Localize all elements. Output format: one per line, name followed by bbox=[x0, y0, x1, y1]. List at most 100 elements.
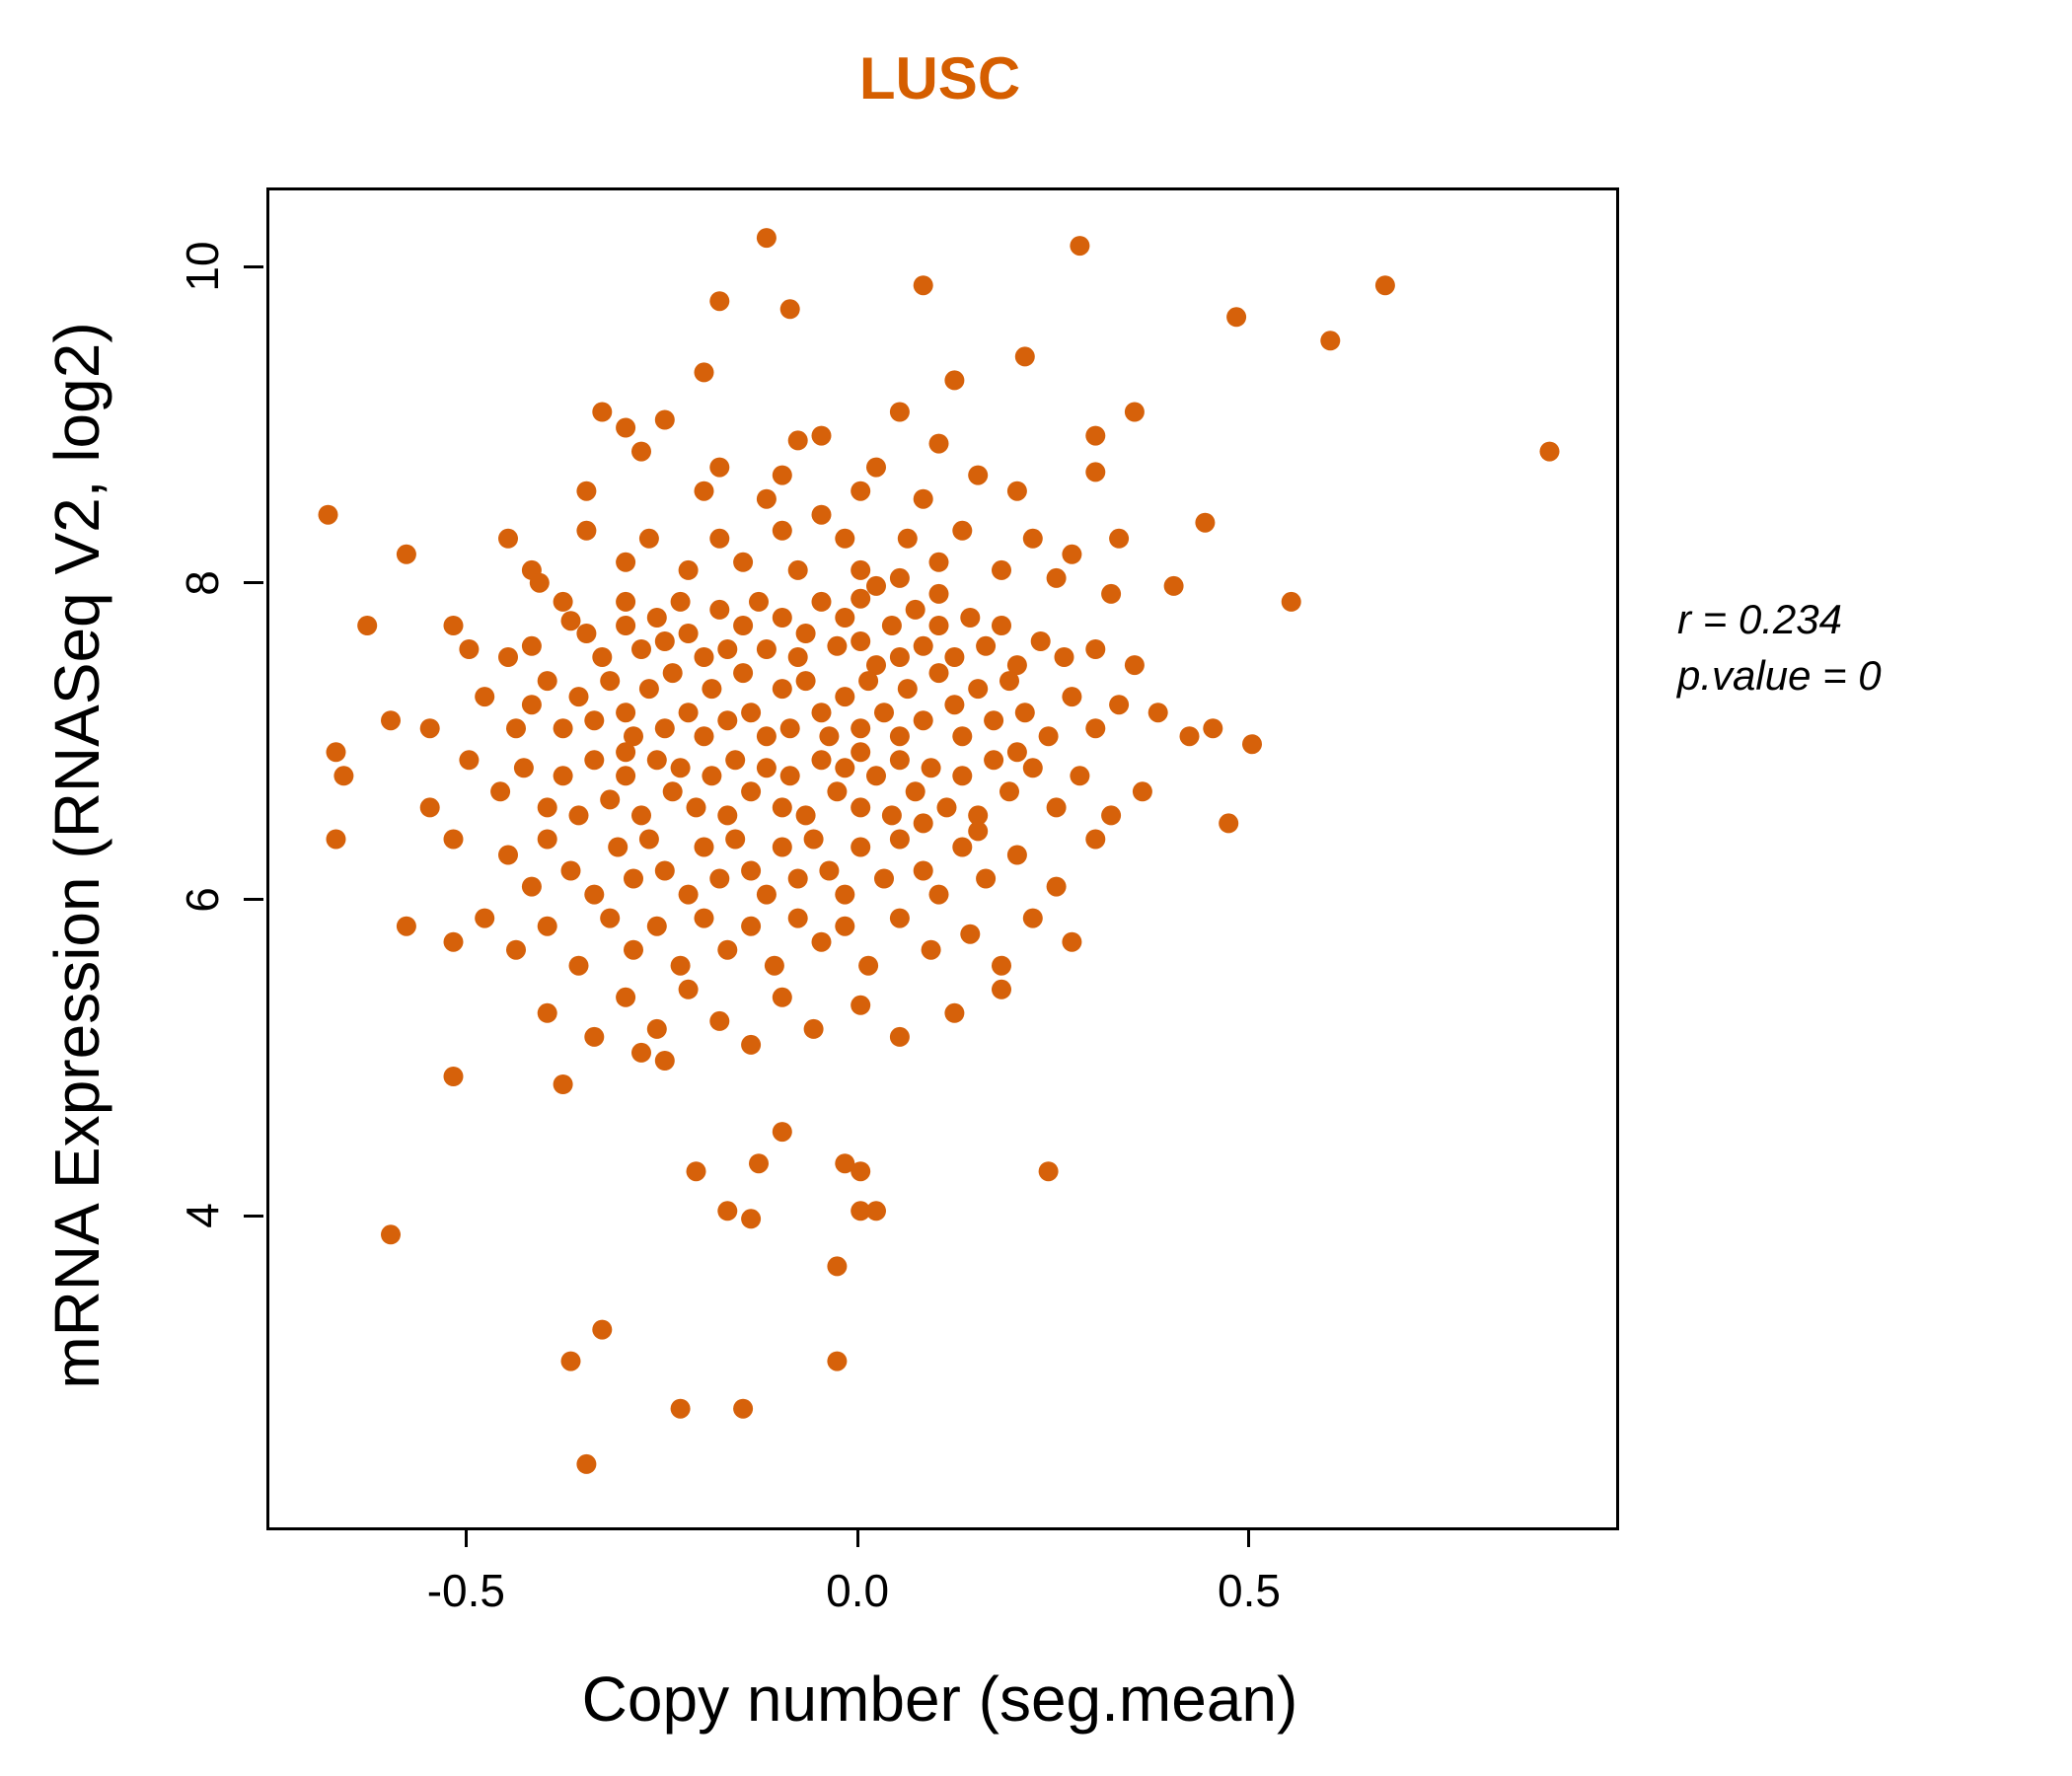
scatter-point bbox=[616, 766, 636, 786]
scatter-point bbox=[521, 635, 542, 656]
scatter-point bbox=[819, 860, 840, 881]
scatter-point bbox=[1203, 718, 1223, 739]
scatter-point bbox=[1124, 655, 1145, 676]
scatter-point bbox=[928, 616, 949, 635]
scatter-point bbox=[568, 955, 589, 976]
scatter-point bbox=[717, 805, 738, 826]
scatter-point bbox=[881, 616, 902, 635]
scatter-point bbox=[889, 829, 910, 850]
scatter-point bbox=[936, 797, 957, 818]
scatter-point bbox=[851, 588, 871, 609]
scatter-point bbox=[835, 758, 855, 778]
scatter-point bbox=[866, 766, 886, 786]
scatter-point bbox=[584, 710, 605, 731]
scatter-point bbox=[709, 599, 730, 620]
scatter-point bbox=[600, 908, 621, 928]
scatter-point bbox=[992, 559, 1011, 580]
scatter-point bbox=[608, 837, 629, 857]
scatter-point bbox=[787, 868, 808, 889]
y-axis-tick-label: 8 bbox=[177, 570, 228, 596]
scatter-point bbox=[835, 1153, 855, 1174]
scatter-point bbox=[318, 504, 338, 525]
scatter-point bbox=[928, 663, 949, 684]
scatter-point bbox=[984, 710, 1004, 731]
scatter-point bbox=[795, 805, 816, 826]
scatter-point bbox=[811, 750, 832, 771]
scatter-point bbox=[741, 1034, 762, 1055]
scatter-point bbox=[709, 291, 730, 312]
scatter-point bbox=[616, 742, 636, 763]
scatter-point bbox=[811, 703, 832, 723]
scatter-point bbox=[600, 671, 621, 692]
scatter-point bbox=[999, 781, 1019, 802]
scatter-point bbox=[576, 1453, 597, 1474]
scatter-point bbox=[662, 781, 683, 802]
scatter-point bbox=[756, 488, 777, 509]
scatter-point bbox=[584, 1026, 605, 1047]
scatter-point bbox=[881, 805, 902, 826]
scatter-point bbox=[333, 766, 354, 786]
scatter-point bbox=[851, 1201, 871, 1221]
scatter-point bbox=[717, 639, 738, 659]
scatter-point bbox=[670, 758, 691, 778]
scatter-point bbox=[772, 837, 792, 857]
scatter-point bbox=[678, 624, 699, 643]
scatter-point bbox=[1006, 845, 1027, 865]
scatter-point bbox=[772, 679, 792, 700]
scatter-point bbox=[646, 1018, 667, 1039]
scatter-point bbox=[624, 939, 643, 960]
scatter-point bbox=[616, 987, 636, 1007]
scatter-point bbox=[1320, 331, 1341, 351]
scatter-point bbox=[1062, 544, 1082, 564]
scatter-point bbox=[772, 608, 792, 628]
scatter-point bbox=[944, 1002, 965, 1023]
scatter-point bbox=[1085, 462, 1106, 482]
scatter-point bbox=[702, 766, 722, 786]
scatter-point bbox=[1006, 742, 1027, 763]
scatter-point bbox=[733, 616, 754, 635]
chart-title: LUSC bbox=[858, 45, 1021, 111]
scatter-point bbox=[733, 663, 754, 684]
scatter-point bbox=[968, 465, 989, 485]
scatter-point bbox=[678, 979, 699, 999]
scatter-point bbox=[631, 639, 651, 659]
scatter-point bbox=[984, 750, 1004, 771]
scatter-point bbox=[1046, 876, 1067, 897]
scatter-point bbox=[897, 679, 918, 700]
scatter-point bbox=[851, 718, 871, 739]
scatter-point bbox=[756, 726, 777, 747]
scatter-point bbox=[858, 671, 879, 692]
scatter-point bbox=[968, 679, 989, 700]
scatter-point bbox=[616, 703, 636, 723]
scatter-point bbox=[506, 718, 526, 739]
scatter-point bbox=[638, 528, 659, 549]
scatter-point bbox=[560, 611, 581, 631]
y-axis-tick bbox=[244, 898, 263, 902]
scatter-point bbox=[326, 742, 346, 763]
scatter-point bbox=[1374, 275, 1395, 296]
scatter-point bbox=[944, 647, 965, 667]
scatter-point bbox=[835, 687, 855, 707]
scatter-point bbox=[498, 647, 518, 667]
scatter-point bbox=[1109, 695, 1130, 715]
scatter-point bbox=[1022, 528, 1043, 549]
scatter-point bbox=[694, 362, 714, 383]
scatter-point bbox=[654, 860, 675, 881]
scatter-point bbox=[866, 1201, 886, 1221]
scatter-point bbox=[889, 750, 910, 771]
x-axis-tick-label: 0.5 bbox=[1217, 1565, 1281, 1616]
scatter-point bbox=[694, 908, 714, 928]
scatter-point bbox=[498, 528, 518, 549]
scatter-point bbox=[874, 703, 894, 723]
scatter-point bbox=[944, 695, 965, 715]
scatter-point bbox=[889, 647, 910, 667]
scatter-point bbox=[326, 829, 346, 850]
scatter-point bbox=[694, 726, 714, 747]
scatter-point bbox=[725, 829, 746, 850]
scatter-point bbox=[1006, 481, 1027, 501]
scatter-point bbox=[835, 884, 855, 905]
scatter-point bbox=[654, 409, 675, 430]
scatter-point bbox=[772, 987, 792, 1007]
scatter-point bbox=[1147, 703, 1168, 723]
scatter-point bbox=[490, 781, 511, 802]
